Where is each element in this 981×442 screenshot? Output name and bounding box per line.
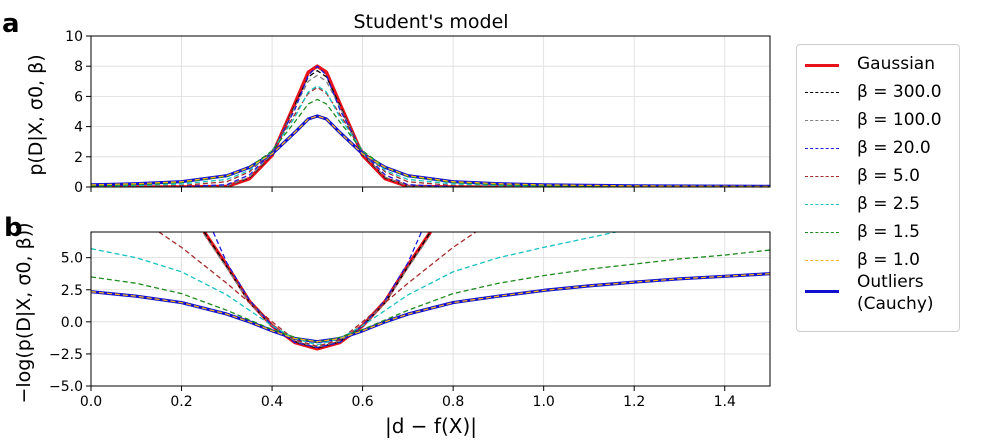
- series-line-a-5: [91, 85, 770, 187]
- legend-swatch-0: [805, 64, 839, 67]
- x-tick-label-b-3: 0.6: [351, 394, 373, 410]
- panel-label-b: b: [4, 213, 23, 243]
- legend-swatch-7: [805, 260, 839, 261]
- y-tick-label-a-4: 8: [74, 59, 83, 75]
- legend-label-4: β = 5.0: [857, 166, 920, 186]
- y-tick-label-a-2: 4: [74, 120, 83, 136]
- y-tick-label-b-2: 0.0: [61, 315, 83, 331]
- legend-entry-5: β = 2.5: [797, 193, 961, 217]
- legend-entry-1: β = 300.0: [797, 81, 961, 105]
- legend-label-1: β = 300.0: [857, 82, 942, 102]
- series-line-b-2: [203, 234, 432, 349]
- y-tick-label-a-0: 0: [74, 180, 83, 196]
- series-line-a-0: [91, 64, 770, 187]
- legend-label-2: β = 100.0: [857, 110, 942, 130]
- y-axis-label-a: p(D|X, σ0, β): [25, 54, 47, 175]
- legend-label-3: β = 20.0: [857, 138, 931, 158]
- legend-entry-0: Gaussian: [797, 53, 961, 77]
- x-tick-label-b-7: 1.4: [714, 394, 736, 410]
- legend-swatch-4: [805, 176, 839, 177]
- y-axis-label-b: −log(p(D|X, σ0, β)): [13, 222, 35, 403]
- series-line-a-7: [91, 115, 770, 187]
- series-line-a-2: [91, 74, 770, 187]
- series-line-a-6: [91, 98, 770, 187]
- legend-label-7: β = 1.0: [857, 250, 920, 270]
- legend-swatch-8: [805, 290, 839, 293]
- x-tick-label-b-6: 1.2: [623, 394, 645, 410]
- legend-label-8: Outliers (Cauchy): [857, 271, 934, 315]
- legend-entry-8: Outliers (Cauchy): [797, 272, 961, 314]
- x-axis-label: |d − f(X)|: [385, 414, 477, 438]
- legend-swatch-3: [805, 148, 839, 149]
- legend-entry-7: β = 1.0: [797, 249, 961, 273]
- y-tick-label-b-4: 5.0: [61, 251, 83, 267]
- legend-label-5: β = 2.5: [857, 194, 920, 214]
- series-line-b-6: [91, 249, 770, 344]
- legend-swatch-1: [805, 92, 839, 93]
- series-line-b-3: [212, 232, 422, 349]
- legend-swatch-2: [805, 120, 839, 121]
- x-tick-label-b-5: 1.0: [533, 394, 555, 410]
- legend-swatch-5: [805, 204, 839, 205]
- y-tick-label-a-3: 6: [74, 89, 83, 105]
- legend-entry-6: β = 1.5: [797, 221, 961, 245]
- x-tick-label-b-0: 0.0: [80, 394, 102, 410]
- legend-label-8-line-0: Outliers: [857, 272, 924, 292]
- plot-panel-a: 0 2 4 6 8 10: [65, 29, 771, 196]
- x-tick-label-b-2: 0.4: [261, 394, 283, 410]
- series-line-a-1: [91, 70, 770, 187]
- legend-label-0: Gaussian: [857, 54, 935, 74]
- legend-swatch-6: [805, 232, 839, 233]
- legend-label-8-line-1: (Cauchy): [857, 294, 934, 314]
- series-line-a-4: [91, 86, 770, 187]
- axes-frame-a: [90, 35, 771, 188]
- x-tick-label-b-1: 0.2: [170, 394, 192, 410]
- x-tick-label-b-4: 0.8: [442, 394, 464, 410]
- y-tick-label-a-5: 10: [65, 29, 83, 45]
- y-tick-label-a-1: 2: [74, 150, 83, 166]
- y-tick-label-b-0: −5.0: [49, 379, 83, 395]
- series-line-b-7: [91, 273, 770, 343]
- y-tick-label-b-1: −2.5: [49, 347, 83, 363]
- legend-label-6: β = 1.5: [857, 222, 920, 242]
- y-tick-label-b-3: 2.5: [61, 283, 83, 299]
- chart-title: Student's model: [353, 11, 508, 33]
- panel-label-a: a: [2, 9, 20, 39]
- axes-frame-b: [90, 231, 771, 387]
- legend-entry-3: β = 20.0: [797, 137, 961, 161]
- series-line-b-5: [91, 232, 617, 346]
- legend-entry-2: β = 100.0: [797, 109, 961, 133]
- series-line-b-0: [202, 232, 432, 351]
- series-line-b-1: [203, 232, 432, 349]
- series-line-b-4: [158, 232, 477, 347]
- legend: Gaussian β = 300.0 β = 100.0 β = 20.0 β = 5.…: [796, 44, 960, 332]
- plot-panel-b: 0.0 0.2 0.4 0.6 0.8 1.0 1.2 1.4 −5.0 −2.5 0.0 2.5 5.…: [49, 231, 771, 410]
- legend-entry-4: β = 5.0: [797, 165, 961, 189]
